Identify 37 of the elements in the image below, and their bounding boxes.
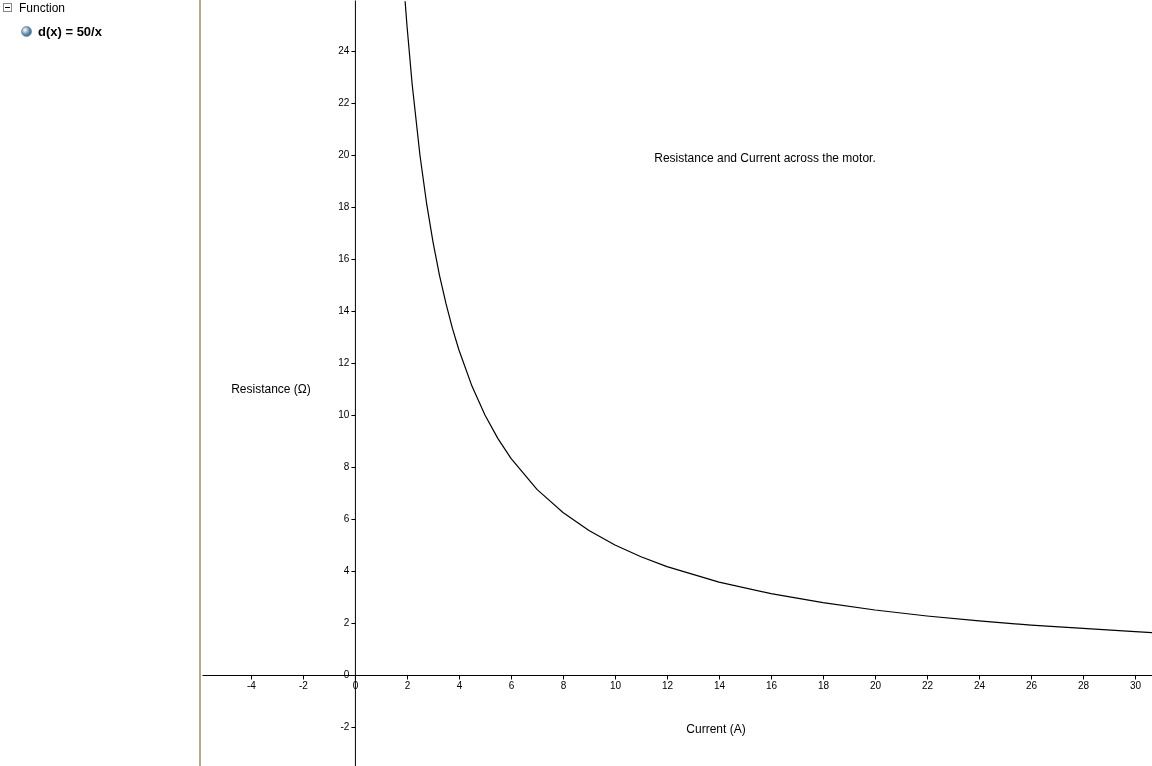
y-tick-label: 14: [338, 305, 350, 317]
x-tick-label: 4: [456, 680, 463, 692]
y-tick-label: 20: [338, 149, 350, 161]
y-tick-label: 12: [338, 357, 350, 369]
x-tick-label: 6: [508, 680, 515, 692]
x-tick-label: 22: [921, 680, 934, 692]
y-tick-label: 22: [338, 97, 350, 109]
x-axis-title: Current (A): [686, 722, 746, 736]
x-tick-label: 14: [713, 680, 726, 692]
y-tick-label: 4: [343, 565, 350, 577]
x-tick-label: 26: [1026, 680, 1038, 692]
x-tick-label: 30: [1130, 680, 1142, 692]
x-tick-label: 20: [869, 680, 882, 692]
x-tick-label: 8: [560, 680, 567, 692]
x-tick-label: 2: [404, 680, 411, 692]
x-tick-label: 10: [609, 680, 622, 692]
y-axis-title: Resistance (Ω): [231, 382, 311, 396]
x-tick-label: 24: [974, 680, 986, 692]
x-tick-label: 12: [661, 680, 674, 692]
text: Function: [19, 1, 66, 15]
y-tick-label: 6: [343, 513, 350, 525]
y-tick-label: 18: [338, 201, 350, 213]
x-tick-label: -2: [298, 680, 309, 692]
x-tick-label: 18: [817, 680, 830, 692]
y-tick-label: 24: [338, 45, 350, 57]
x-tick-label: 16: [765, 680, 778, 692]
y-tick-label: -2: [340, 721, 350, 733]
x-tick-label: -4: [246, 680, 257, 692]
text: Resistance and Current across the motor.: [654, 151, 876, 165]
x-tick-label: 28: [1078, 680, 1090, 692]
y-tick-label: 16: [338, 253, 350, 265]
line-series: [404, 0, 1152, 634]
x-tick-label: 0: [352, 680, 359, 692]
y-tick-label: 2: [343, 617, 350, 629]
y-tick-label: 10: [338, 409, 350, 421]
y-tick-label: 8: [343, 461, 350, 473]
text: d(x) = 50/x: [38, 24, 102, 39]
